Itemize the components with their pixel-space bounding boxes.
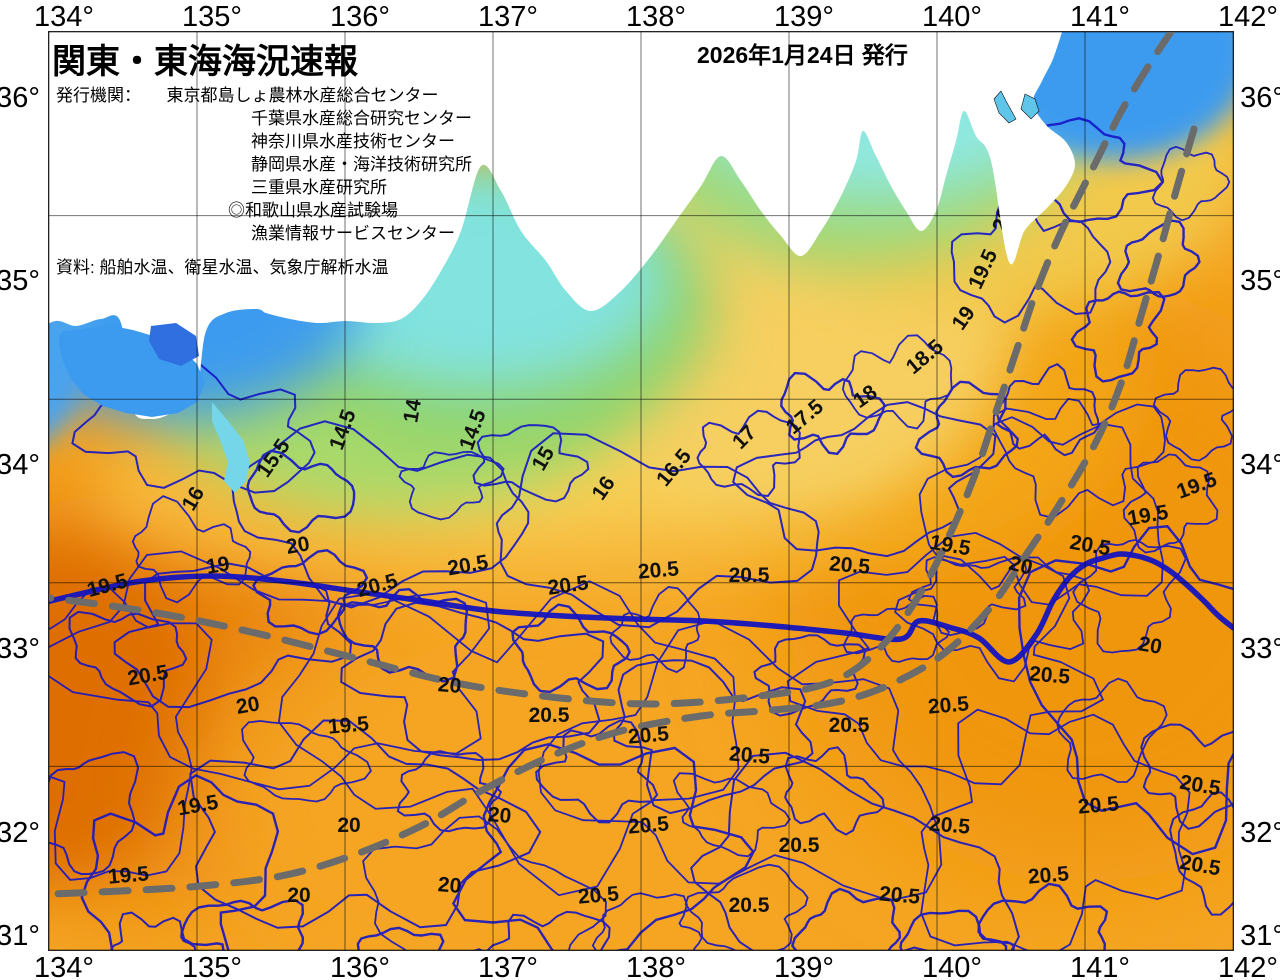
svg-text:20.5: 20.5 bbox=[729, 894, 770, 917]
svg-text:20.5: 20.5 bbox=[1027, 862, 1070, 889]
svg-text:20.5: 20.5 bbox=[927, 692, 970, 719]
svg-text:19: 19 bbox=[204, 552, 231, 579]
svg-text:19.5: 19.5 bbox=[327, 712, 370, 739]
svg-text:20: 20 bbox=[287, 884, 310, 907]
svg-text:20.5: 20.5 bbox=[878, 882, 921, 909]
svg-text:20.5: 20.5 bbox=[829, 714, 870, 737]
svg-text:20.5: 20.5 bbox=[1028, 662, 1071, 689]
svg-text:20.5: 20.5 bbox=[728, 742, 771, 769]
svg-text:20: 20 bbox=[437, 873, 462, 898]
svg-text:20.5: 20.5 bbox=[577, 882, 620, 909]
svg-text:20: 20 bbox=[437, 673, 462, 698]
svg-text:20: 20 bbox=[234, 692, 261, 719]
svg-text:20: 20 bbox=[487, 803, 512, 828]
svg-text:20: 20 bbox=[284, 532, 311, 559]
svg-text:19.5: 19.5 bbox=[107, 862, 150, 889]
svg-text:20.5: 20.5 bbox=[637, 557, 680, 584]
svg-text:20.5: 20.5 bbox=[627, 722, 670, 749]
svg-text:20.5: 20.5 bbox=[529, 704, 570, 727]
svg-text:20.5: 20.5 bbox=[928, 812, 971, 839]
svg-text:20.5: 20.5 bbox=[779, 834, 820, 857]
svg-text:14: 14 bbox=[399, 397, 426, 424]
svg-text:20.5: 20.5 bbox=[729, 564, 770, 587]
svg-text:20.5: 20.5 bbox=[828, 552, 871, 579]
svg-text:20.5: 20.5 bbox=[627, 812, 670, 839]
svg-text:20.5: 20.5 bbox=[1077, 792, 1120, 819]
svg-text:20: 20 bbox=[1137, 632, 1164, 659]
svg-text:20: 20 bbox=[337, 814, 360, 837]
